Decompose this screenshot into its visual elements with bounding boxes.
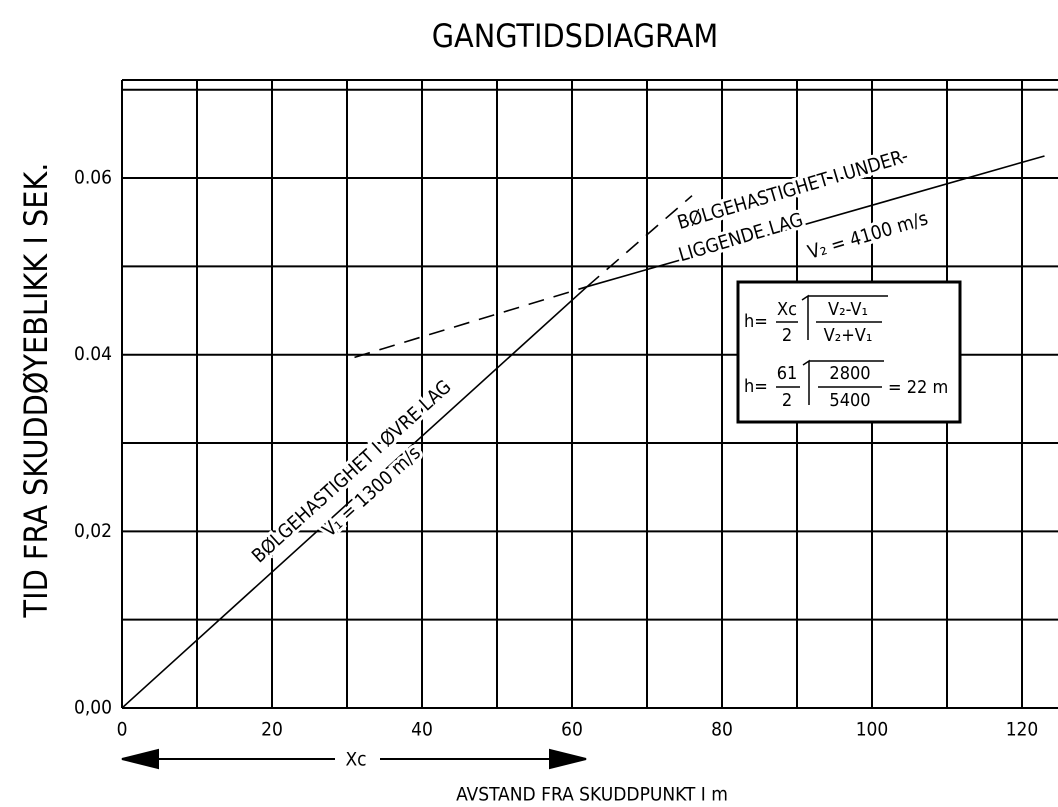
root-sign [802,359,884,405]
y-tick-label: 0,02 [74,520,112,542]
y-tick-label: 0.04 [74,343,112,365]
x-axis-label: AVSTAND FRA SKUDDPUNKT I m [456,784,728,806]
formula-text: 2 [782,325,792,346]
formula-box [736,280,962,424]
formula-text: Xc [777,299,797,320]
x-tick-label: 40 [411,719,433,741]
y-tick-label: 0.06 [74,167,112,189]
x-tick-label: 100 [856,719,889,741]
x-tick-label: 80 [711,719,733,741]
line [586,195,693,288]
formula-text: h= [744,311,768,332]
line [586,155,1045,288]
line [121,286,588,709]
y-axis-label: TID FRA SKUDDØYEBLIKK I SEK. [17,163,55,619]
root-sign [801,294,888,340]
annotation: BØLGEHASTIGHET I ØVRE LAG [248,376,456,567]
formula-text: 61 [777,363,798,384]
y-tick-label: 0,00 [74,697,112,719]
chart-title: GANGTIDSDIAGRAM [432,17,719,55]
xc-label: Xc [345,749,366,771]
annotation: V₂ = 4100 m/s [805,207,930,263]
x-tick-label: 20 [261,719,283,741]
formula-text: 5400 [829,390,870,411]
x-tick-label: 60 [561,719,583,741]
xc-arrow [121,748,587,770]
formula-text: V₂+V₁ [824,325,873,346]
x-tick-label: 0 [117,719,128,741]
formula-text: 2800 [829,363,870,384]
arrow-head [121,748,159,770]
line [354,285,588,359]
formula-text: = 22 m [888,377,948,398]
formula-text: h= [744,376,768,397]
formula-text: V₂-V₁ [828,299,868,320]
arrow-head [549,748,587,770]
formula-text: 2 [782,390,792,411]
x-tick-label: 120 [1006,719,1039,741]
